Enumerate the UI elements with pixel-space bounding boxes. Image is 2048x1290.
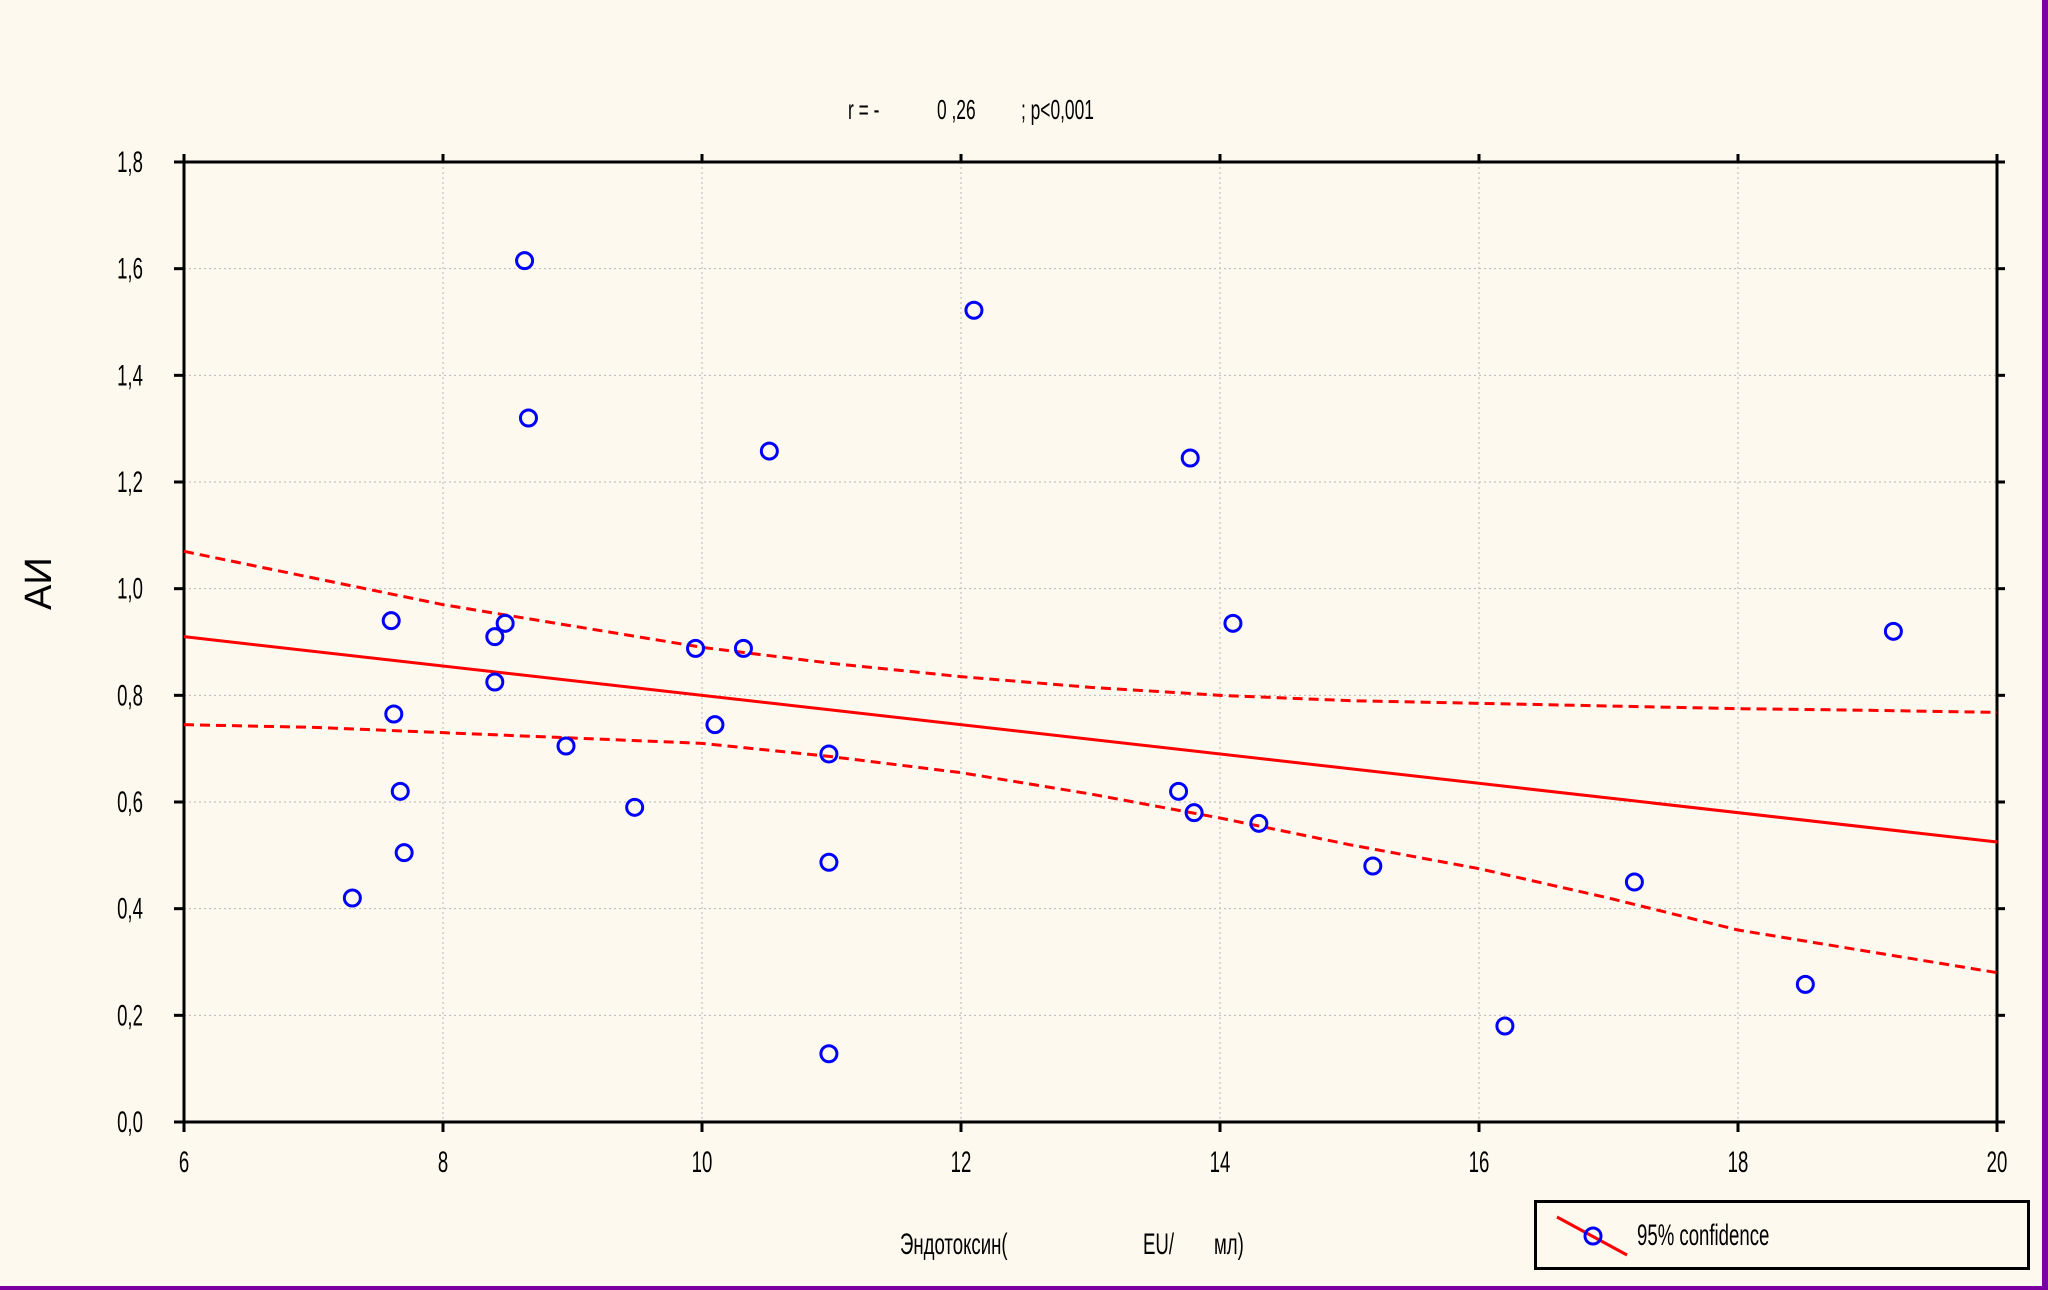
x-axis-label-part-3: мл) [1214,1228,1244,1261]
data-point [686,638,706,658]
regression-line [183,635,1998,844]
data-point [390,781,410,801]
x-axis-label-part-2: EU/ [1143,1228,1175,1261]
x-tick-label: 6 [179,1146,189,1180]
x-tick-label: 16 [1469,1146,1490,1180]
data-point [518,408,538,428]
confidence-upper-line [183,549,1998,714]
y-tick-label: 0,6 [117,786,143,820]
x-tick-label: 18 [1728,1146,1749,1180]
legend-symbol [1556,1215,1628,1257]
data-point [384,704,404,724]
data-point [1624,872,1644,892]
plot-area-border [182,160,1999,1124]
frame-border-bottom [0,1286,2048,1290]
data-point [342,888,362,908]
data-point [733,638,753,658]
y-tick-label: 1,6 [117,252,143,286]
y-tick-label: 1,8 [117,146,143,180]
y-tick-label: 0,0 [117,1106,143,1140]
y-tick-label: 1,4 [117,359,143,393]
y-tick-label: 0,8 [117,679,143,713]
data-point [1249,813,1269,833]
data-point [759,441,779,461]
data-point [705,715,725,735]
data-point [556,736,576,756]
legend-line-icon [1556,1215,1628,1257]
chart-title-part-3: ; p<0,001 [1021,94,1094,125]
data-point [819,852,839,872]
y-axis-label: АИ [18,557,60,610]
chart-title-part-1: r = - [848,94,880,125]
data-point [495,613,515,633]
data-point [1495,1016,1515,1036]
data-point [485,627,505,647]
y-tick-label: 0,2 [117,999,143,1033]
data-point [1184,803,1204,823]
confidence-lower-line [183,723,1998,975]
y-tick-label: 1,2 [117,466,143,500]
chart-title-part-2: 0 ,26 [937,94,976,125]
data-point [1223,613,1243,633]
data-point [394,843,414,863]
data-point [1883,621,1903,641]
data-point [381,611,401,631]
y-tick-label: 1,0 [117,572,143,606]
data-point [485,672,505,692]
data-point [819,744,839,764]
data-point [964,300,984,320]
x-tick-label: 14 [1210,1146,1231,1180]
legend: 95% confidence [1534,1200,2030,1270]
legend-marker-icon [1583,1226,1603,1246]
legend-label: 95% confidence [1637,1219,1770,1252]
data-point [1795,974,1815,994]
data-point [1180,448,1200,468]
data-point [625,797,645,817]
x-tick-label: 8 [438,1146,448,1180]
x-tick-label: 20 [1987,1146,2008,1180]
x-axis-label-part-1: Эндотоксин( [900,1228,1008,1261]
data-point [1363,856,1383,876]
x-tick-label: 12 [951,1146,972,1180]
y-tick-label: 0,4 [117,892,143,926]
frame-border-right [2042,0,2048,1290]
x-tick-label: 10 [692,1146,713,1180]
data-point [1169,781,1189,801]
data-point [515,251,535,271]
data-point [819,1044,839,1064]
